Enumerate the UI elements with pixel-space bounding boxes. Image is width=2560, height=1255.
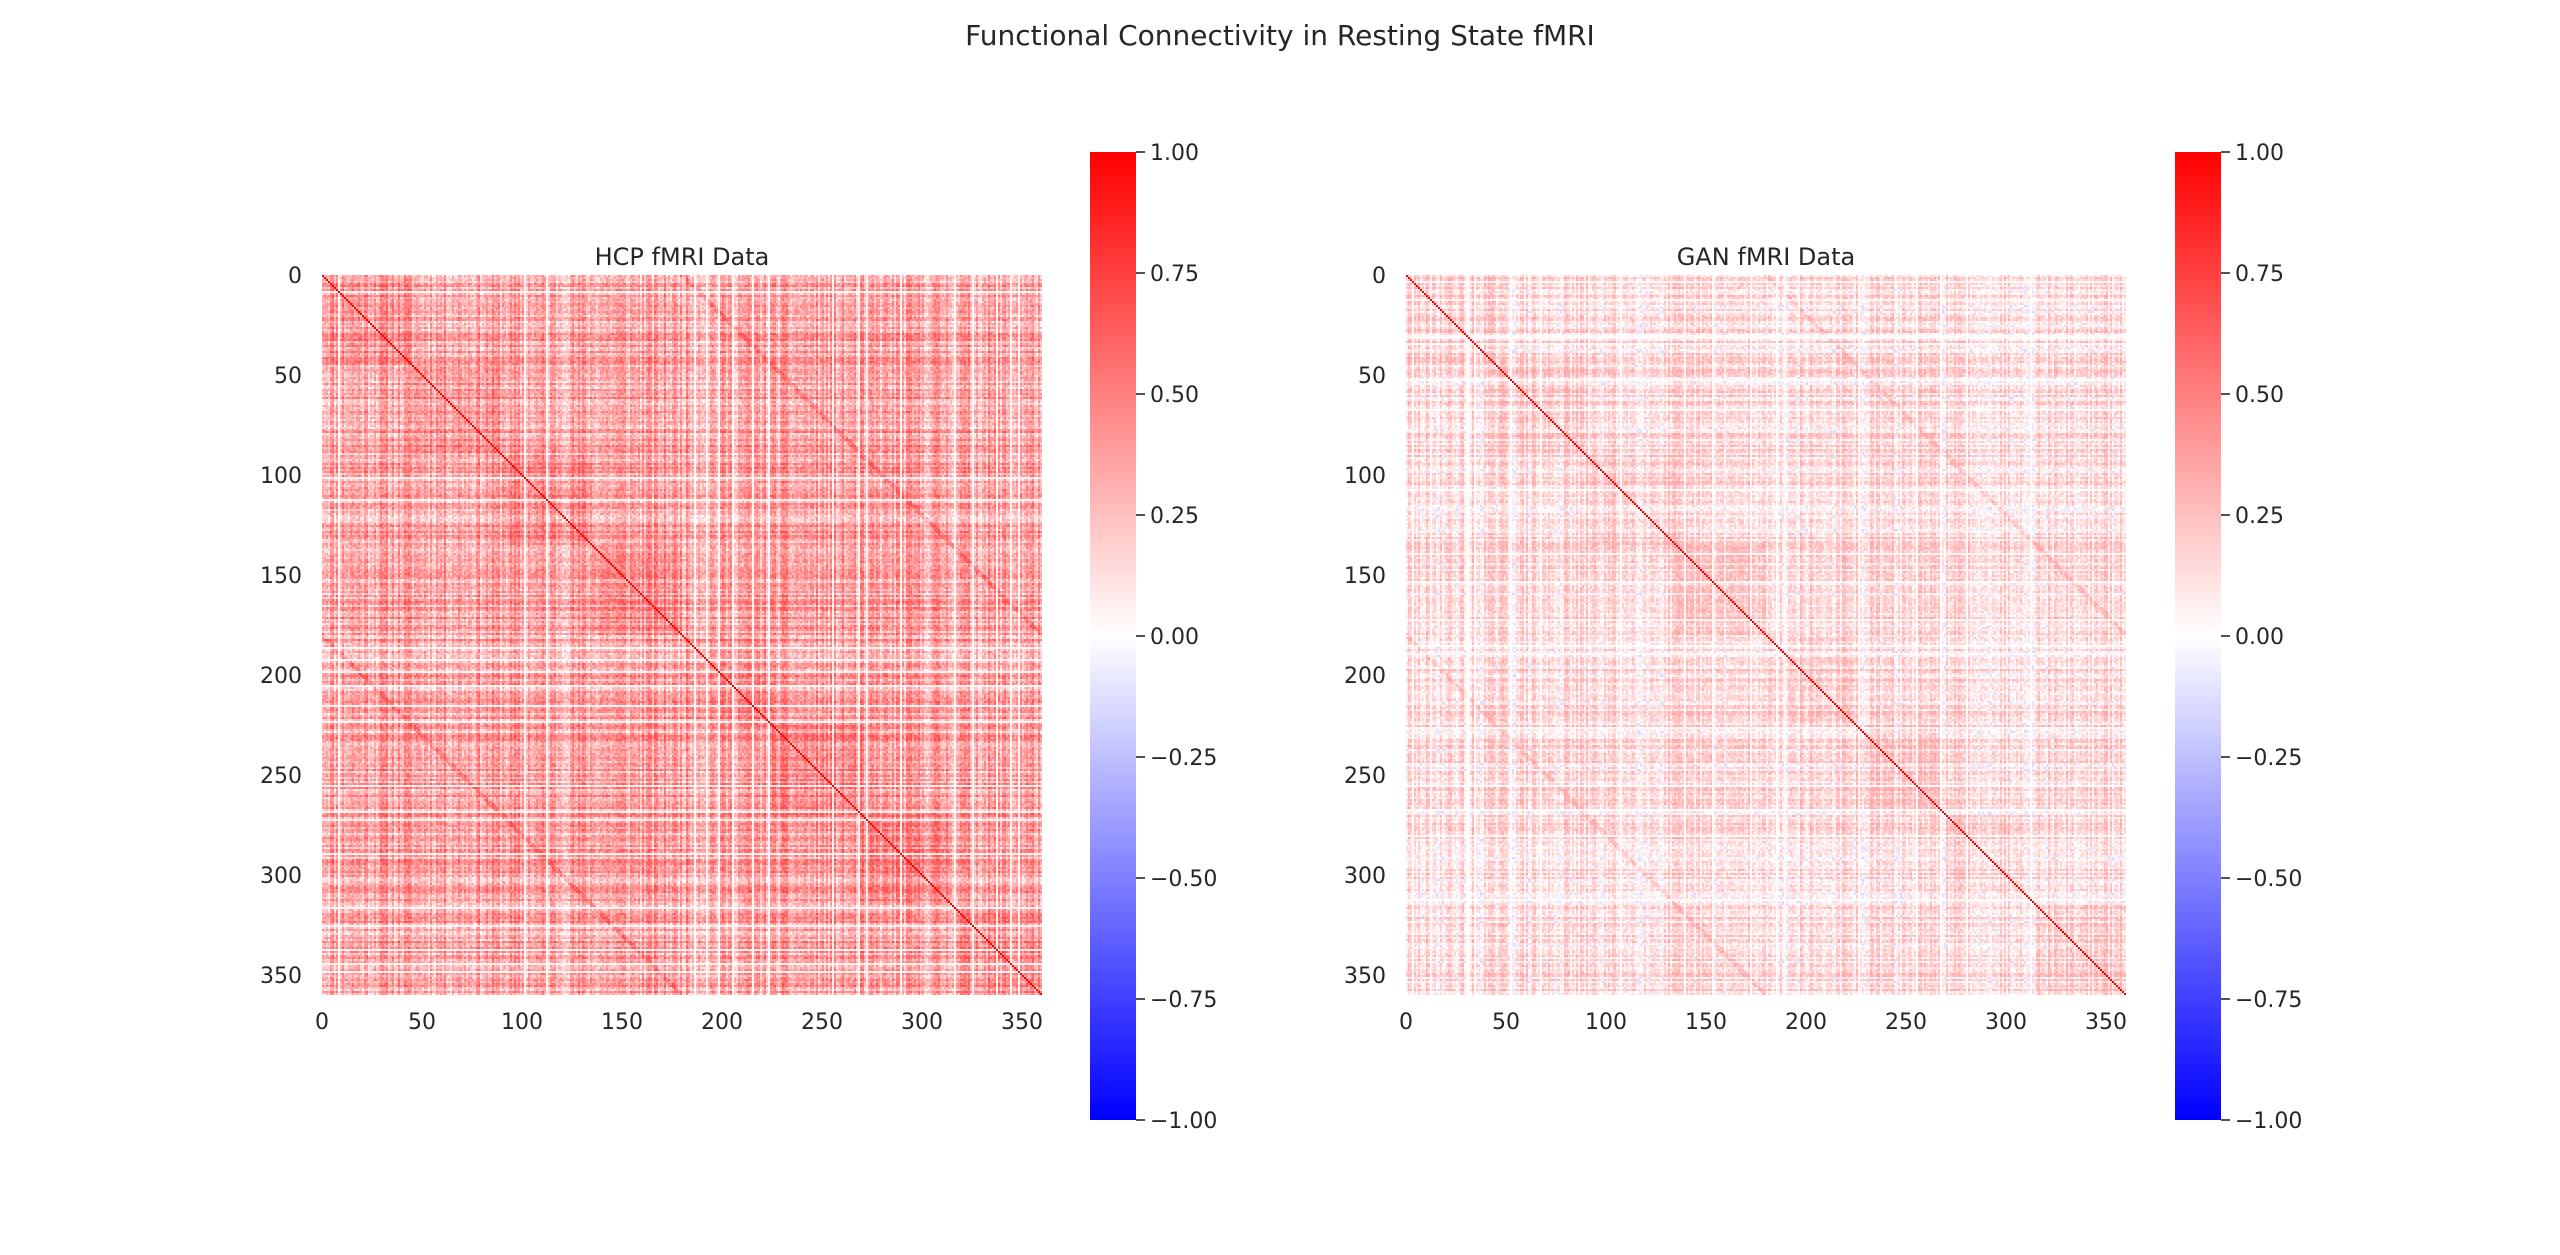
y-tick-label: 50 (1358, 364, 1386, 389)
x-tick-label: 150 (1685, 1010, 1727, 1035)
colorbar-tick-label: −0.50 (1150, 867, 1217, 892)
colorbar-tick-label: 1.00 (2235, 141, 2284, 166)
colorbar-tick-label: 0.25 (2235, 504, 2284, 529)
colorbar-tick-label: −0.50 (2235, 867, 2302, 892)
colorbar-tick-label: 0.00 (1150, 625, 1199, 650)
x-tick-label: 100 (1585, 1010, 1627, 1035)
heatmap-title: GAN fMRI Data (1677, 243, 1855, 271)
x-tick-label: 0 (315, 1010, 329, 1035)
y-tick-label: 250 (260, 764, 302, 789)
colorbar-tick-label: 1.00 (1150, 141, 1199, 166)
colorbar-tick-label: 0.25 (1150, 504, 1199, 529)
y-tick-label: 250 (1344, 764, 1386, 789)
colorbar-tick-label: −0.25 (1150, 746, 1217, 771)
y-tick-label: 300 (260, 864, 302, 889)
hcp-heatmap-panel: HCP fMRI Data 0 50 100 150 200 250 300 350 0 50 100… (260, 141, 1217, 1134)
colorbar (2175, 152, 2221, 1120)
x-tick-label: 150 (601, 1010, 643, 1035)
x-tick-label: 50 (408, 1010, 436, 1035)
colorbar-tick-label: 0.50 (2235, 383, 2284, 408)
y-tick-label: 50 (274, 364, 302, 389)
colorbar-tick-label: −0.75 (2235, 988, 2302, 1013)
y-tick-label: 300 (1344, 864, 1386, 889)
figure-title: Functional Connectivity in Resting State… (965, 19, 1595, 52)
y-tick-label: 100 (1344, 464, 1386, 489)
y-tick-label: 150 (1344, 564, 1386, 589)
x-tick-label: 250 (1885, 1010, 1927, 1035)
x-tick-label: 200 (1785, 1010, 1827, 1035)
colorbar-tick-label: 0.00 (2235, 625, 2284, 650)
heatmap-matrix (322, 275, 1042, 995)
y-tick-label: 350 (260, 964, 302, 989)
x-tick-label: 300 (901, 1010, 943, 1035)
x-tick-label: 250 (801, 1010, 843, 1035)
x-tick-label: 350 (2085, 1010, 2127, 1035)
colorbar-tick-label: −0.25 (2235, 746, 2302, 771)
y-tick-label: 200 (1344, 664, 1386, 689)
y-tick-label: 0 (288, 264, 302, 289)
x-tick-label: 200 (701, 1010, 743, 1035)
colorbar-tick-label: −0.75 (1150, 988, 1217, 1013)
y-tick-label: 0 (1372, 264, 1386, 289)
colorbar-tick-label: 0.75 (1150, 262, 1199, 287)
gan-heatmap-panel: GAN fMRI Data 0 50 100 150 200 250 300 350 0 50 100… (1344, 141, 2302, 1134)
colorbar-tick-label: −1.00 (2235, 1109, 2302, 1134)
y-tick-label: 100 (260, 464, 302, 489)
y-tick-label: 200 (260, 664, 302, 689)
x-tick-label: 50 (1492, 1010, 1520, 1035)
x-tick-label: 100 (501, 1010, 543, 1035)
y-tick-label: 150 (260, 564, 302, 589)
heatmap-matrix (1406, 275, 2126, 995)
colorbar-tick-label: −1.00 (1150, 1109, 1217, 1134)
colorbar-tick-label: 0.50 (1150, 383, 1199, 408)
heatmap-title: HCP fMRI Data (595, 243, 770, 271)
x-tick-label: 0 (1399, 1010, 1413, 1035)
x-tick-label: 350 (1001, 1010, 1043, 1035)
y-tick-label: 350 (1344, 964, 1386, 989)
x-tick-label: 300 (1985, 1010, 2027, 1035)
colorbar (1090, 152, 1136, 1120)
colorbar-tick-label: 0.75 (2235, 262, 2284, 287)
